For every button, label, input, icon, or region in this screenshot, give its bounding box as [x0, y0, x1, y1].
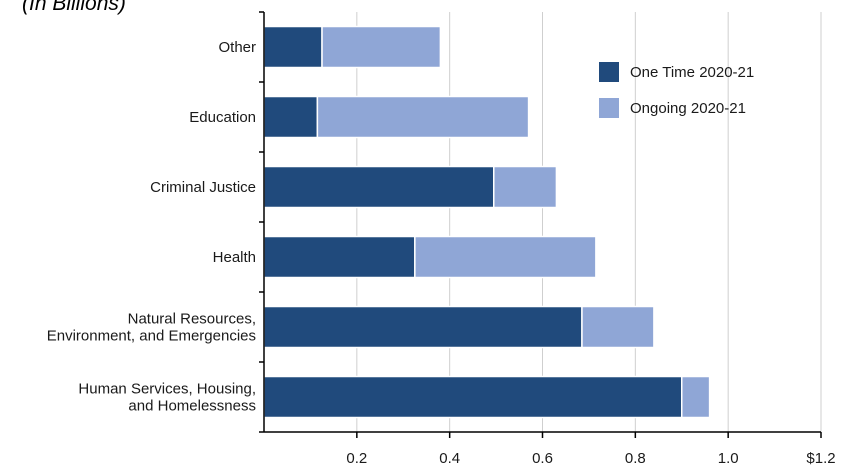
gridlines: [356, 12, 822, 432]
bar-segment-one-time: [263, 165, 495, 209]
bar-segment-ongoing: [321, 25, 442, 69]
x-tick-label: $1.2: [806, 450, 835, 467]
bar-segment-ongoing: [316, 95, 530, 139]
category-label: Natural Resources, Environment, and Emerg…: [47, 311, 256, 345]
bar-segment-one-time: [263, 25, 323, 69]
bars: [263, 25, 711, 419]
category-label: Health: [213, 249, 256, 266]
x-tick-labels: 0.2 0.4 0.6 0.8 1.0 $1.2: [346, 450, 835, 467]
x-tick-label: 0.4: [439, 450, 460, 467]
bar-segment-ongoing: [493, 165, 558, 209]
category-labels: Other Education Criminal Justice Health Natu…: [47, 39, 256, 415]
bar-segment-one-time: [263, 95, 319, 139]
bar-segment-ongoing: [414, 235, 597, 279]
category-label: Other: [218, 39, 256, 56]
bar-segment-one-time: [263, 305, 583, 349]
chart-subtitle: (In Billions): [22, 0, 126, 15]
x-tick-label: 0.2: [346, 450, 367, 467]
legend-swatch: [599, 62, 619, 82]
category-label: Criminal Justice: [150, 179, 256, 196]
bar-segment-one-time: [263, 375, 683, 419]
bar-segment-ongoing: [681, 375, 711, 419]
category-label: Human Services, Housing, and Homelessness: [78, 381, 256, 415]
category-label: Education: [189, 109, 256, 126]
legend-label: One Time 2020-21: [630, 64, 754, 81]
bar-segment-ongoing: [581, 305, 655, 349]
x-tick-label: 0.8: [625, 450, 646, 467]
bar-segment-one-time: [263, 235, 416, 279]
axes: [259, 11, 822, 438]
x-tick-label: 1.0: [718, 450, 739, 467]
legend-label: Ongoing 2020-21: [630, 100, 746, 117]
legend-swatch: [599, 98, 619, 118]
legend[interactable]: One Time 2020-21 Ongoing 2020-21: [599, 62, 754, 118]
x-tick-label: 0.6: [532, 450, 553, 467]
